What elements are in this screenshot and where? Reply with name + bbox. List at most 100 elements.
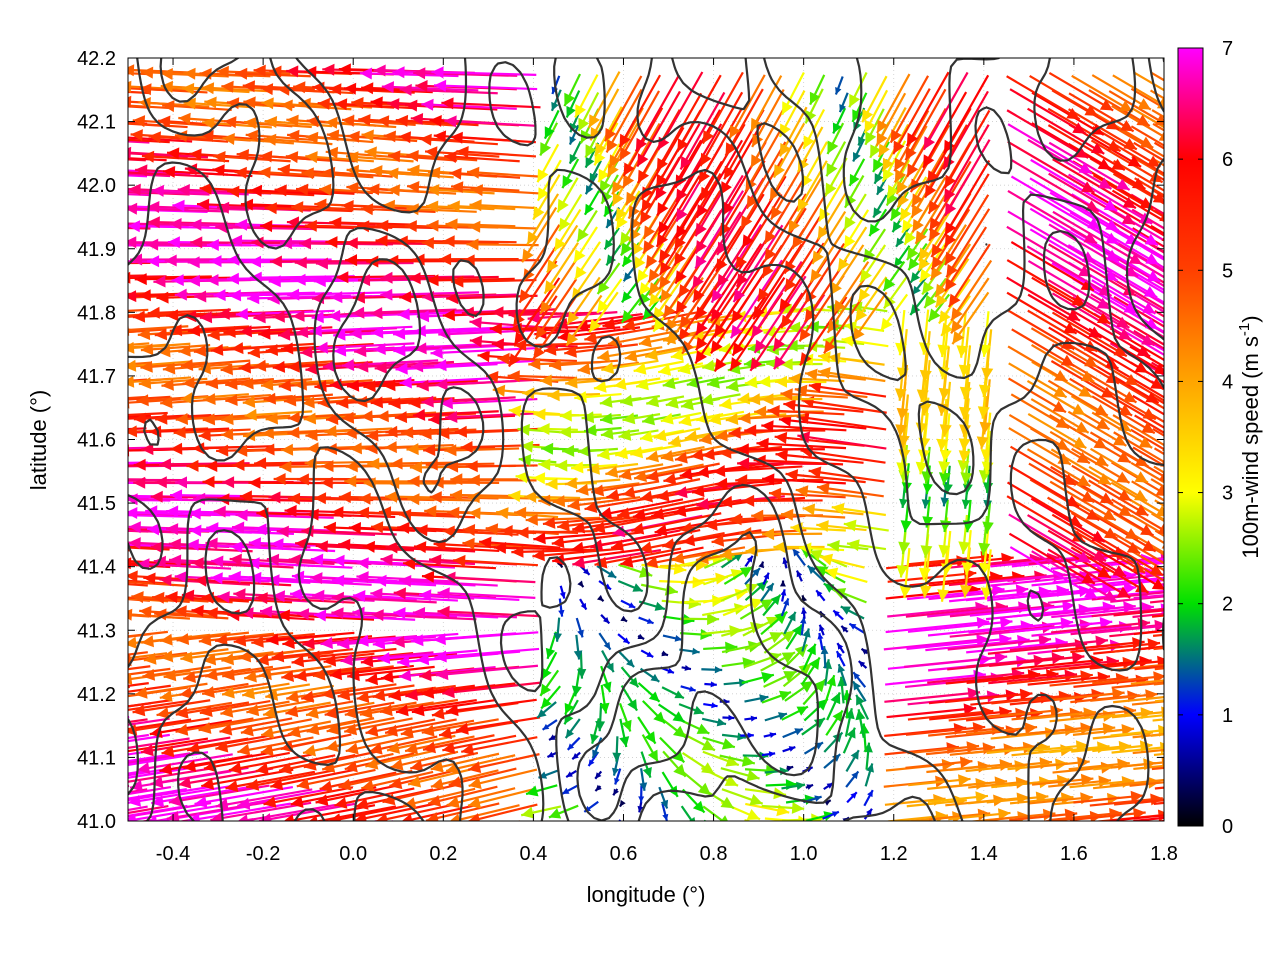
wind-vector-head <box>225 780 239 792</box>
wind-vector-head <box>44 97 56 109</box>
wind-vector-head <box>454 425 467 438</box>
wind-vector-head <box>462 832 475 844</box>
wind-vector-head <box>237 797 251 810</box>
y-tick-label: 42.2 <box>77 48 116 70</box>
wind-vector-head <box>788 746 796 752</box>
wind-vector-head <box>401 426 414 439</box>
wind-vector-head <box>648 691 660 702</box>
wind-vector-head <box>370 521 384 534</box>
wind-vector-shaft <box>883 637 989 651</box>
wind-vector-shaft <box>421 718 499 734</box>
wind-vector-head <box>724 775 738 786</box>
wind-vector-shaft <box>237 787 332 807</box>
wind-vector-head <box>360 655 374 668</box>
wind-vector-head <box>1207 282 1220 293</box>
wind-vector-head <box>376 813 388 821</box>
wind-vector-head <box>45 490 57 502</box>
wind-vector-shaft <box>194 785 294 806</box>
wind-vector-head <box>701 762 715 774</box>
wind-vector-head <box>186 831 199 843</box>
wind-vector-head <box>222 686 235 699</box>
wind-vector-head <box>202 686 215 698</box>
wind-vector-head <box>808 657 820 670</box>
wind-vector-head <box>398 131 411 144</box>
wind-vector-head <box>716 718 726 727</box>
wind-vector-head <box>637 805 644 813</box>
wind-vector-head <box>419 133 432 146</box>
wind-vector-head <box>796 706 808 716</box>
wind-vector-head <box>334 797 348 809</box>
wind-vector-shaft <box>388 820 393 821</box>
wind-vector-head <box>52 725 65 737</box>
wind-vector-head <box>345 742 359 755</box>
wind-vector-head <box>1206 353 1219 364</box>
wind-vector-shaft <box>128 785 212 802</box>
wind-vector-head <box>653 711 665 724</box>
wind-vector-head <box>45 186 57 198</box>
wind-vector-shaft <box>434 647 540 659</box>
wind-vector-head <box>175 706 189 719</box>
wind-vector-head <box>576 483 589 496</box>
wind-vector-head <box>567 743 575 750</box>
wind-vector-head <box>830 692 841 705</box>
wind-vector-shaft <box>258 802 355 821</box>
wind-vector-head <box>397 521 410 534</box>
wind-vector-head <box>577 580 584 588</box>
wind-vector-head <box>908 257 920 271</box>
wind-vector-head <box>721 738 735 750</box>
wind-vector-head <box>612 752 622 762</box>
wind-vector-head <box>781 652 795 664</box>
wind-vector-shaft <box>1109 778 1164 787</box>
wind-vector-head <box>131 591 144 604</box>
wind-vector-head <box>904 231 916 245</box>
wind-vector-head <box>462 537 475 550</box>
wind-vector-shaft <box>1111 681 1164 689</box>
wind-vector-head <box>426 812 439 821</box>
wind-vector-head <box>331 574 345 587</box>
wind-vector-shaft <box>337 684 415 698</box>
wind-vector-head <box>521 806 535 819</box>
wind-vector-head <box>199 705 213 717</box>
wind-vector-head <box>802 628 811 638</box>
wind-vector-shaft <box>296 768 376 788</box>
wind-vector-head <box>390 457 403 470</box>
colorbar-tick-label: 3 <box>1222 483 1233 505</box>
wind-vector-head <box>83 474 95 486</box>
wind-vector-head <box>622 412 636 425</box>
wind-vector-shaft <box>680 805 694 821</box>
wind-vector-head <box>151 795 165 808</box>
wind-vector-head <box>396 704 409 717</box>
wind-vector-head <box>469 199 482 212</box>
wind-vector-head <box>261 97 274 110</box>
wind-vector-head <box>1121 724 1135 736</box>
wind-vector-head <box>941 758 955 771</box>
wind-vector-head <box>215 740 229 753</box>
wind-vector-head <box>63 271 75 283</box>
wind-vector-shaft <box>128 72 148 76</box>
wind-vector-head <box>35 524 47 536</box>
wind-vector-head <box>148 829 161 841</box>
wind-vector-shaft <box>294 666 372 679</box>
wind-vector-shaft <box>328 803 416 821</box>
wind-vector-head <box>54 651 67 663</box>
wind-vector-head <box>746 769 760 782</box>
wind-vector-shaft <box>1134 799 1164 805</box>
wind-vector-head <box>324 706 338 719</box>
wind-vector-head <box>728 714 735 721</box>
wind-vector-head <box>769 632 783 644</box>
wind-vector-head <box>206 239 219 251</box>
wind-vector-head <box>470 184 483 197</box>
wind-vector-head <box>1220 636 1233 648</box>
wind-vector-head <box>259 813 272 821</box>
wind-vector-head <box>370 307 383 320</box>
wind-vector-head <box>1109 808 1122 820</box>
wind-vector-head <box>1211 221 1224 232</box>
wind-vector-head <box>650 673 660 682</box>
wind-vector-shaft <box>618 819 622 821</box>
wind-vector-head <box>407 475 420 488</box>
wind-vector-head <box>461 743 475 756</box>
wind-vector-head <box>462 524 476 536</box>
wind-vector-head <box>595 772 602 779</box>
wind-vector-head <box>251 831 264 843</box>
wind-vector-head <box>276 525 289 538</box>
